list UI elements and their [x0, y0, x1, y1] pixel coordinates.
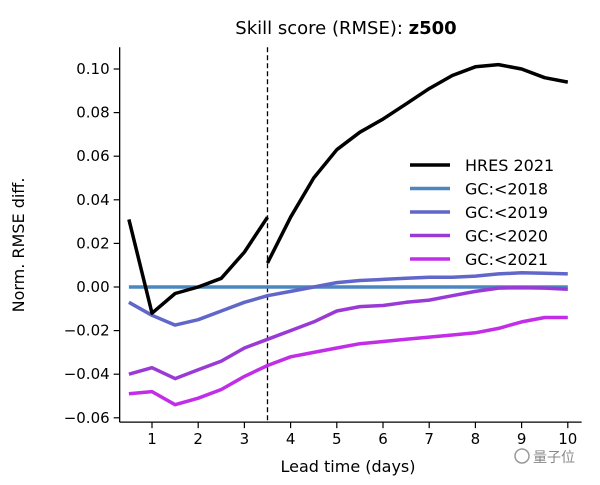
x-tick-label: 2	[193, 430, 203, 448]
legend: HRES 2021 GC:<2018 GC:<2019 GC:<2020 GC:<202…	[410, 156, 554, 269]
y-tick-label: 0.00	[76, 278, 109, 296]
x-tick-label: 8	[471, 430, 481, 448]
series-gc-2020-line	[128, 285, 568, 381]
title-variable: z500	[409, 18, 457, 39]
plot-lines	[127, 62, 569, 407]
x-tick-label: 1	[147, 430, 157, 448]
y-axis-label: Norm. RMSE diff.	[9, 178, 28, 313]
watermark-logo: 量子位	[514, 448, 575, 466]
series-hres-2021-line	[127, 216, 269, 315]
legend-label: GC:<2021	[465, 250, 548, 269]
y-tick-label: −0.04	[64, 365, 110, 383]
y-tick-label: −0.02	[64, 322, 110, 340]
legend-label: GC:<2019	[465, 203, 548, 222]
y-tick-label: 0.10	[76, 60, 109, 78]
x-tick-label: 5	[332, 430, 342, 448]
series-gc-2019-line	[128, 271, 568, 327]
title-prefix: Skill score (RMSE):	[235, 18, 408, 39]
x-tick-label: 10	[558, 430, 577, 448]
legend-label: GC:<2020	[465, 227, 548, 246]
x-tick-label: 4	[286, 430, 296, 448]
x-tick-label: 7	[424, 430, 434, 448]
x-axis-label: Lead time (days)	[280, 457, 415, 476]
y-tick-label: −0.06	[64, 409, 110, 427]
legend-label: HRES 2021	[465, 156, 554, 175]
y-tick-label: 0.04	[76, 191, 109, 209]
series-hres-2021-line	[265, 62, 569, 264]
x-tick-label: 9	[517, 430, 527, 448]
x-tick-label: 3	[240, 430, 250, 448]
y-tick-label: 0.02	[76, 234, 109, 252]
chart-title: Skill score (RMSE): z500	[235, 18, 456, 39]
series-gc-2021-line	[128, 315, 568, 407]
y-tick-label: 0.08	[76, 104, 109, 122]
x-tick-label: 6	[378, 430, 388, 448]
y-tick-label: 0.06	[76, 147, 109, 165]
axes: 1 2 3 4 5 6 7 8 9 10 −0.06 −0.04 −0.02 0.00 0.02 0.04 0.…	[64, 47, 582, 448]
svg-text:量子位: 量子位	[533, 450, 575, 466]
legend-label: GC:<2018	[465, 180, 548, 199]
